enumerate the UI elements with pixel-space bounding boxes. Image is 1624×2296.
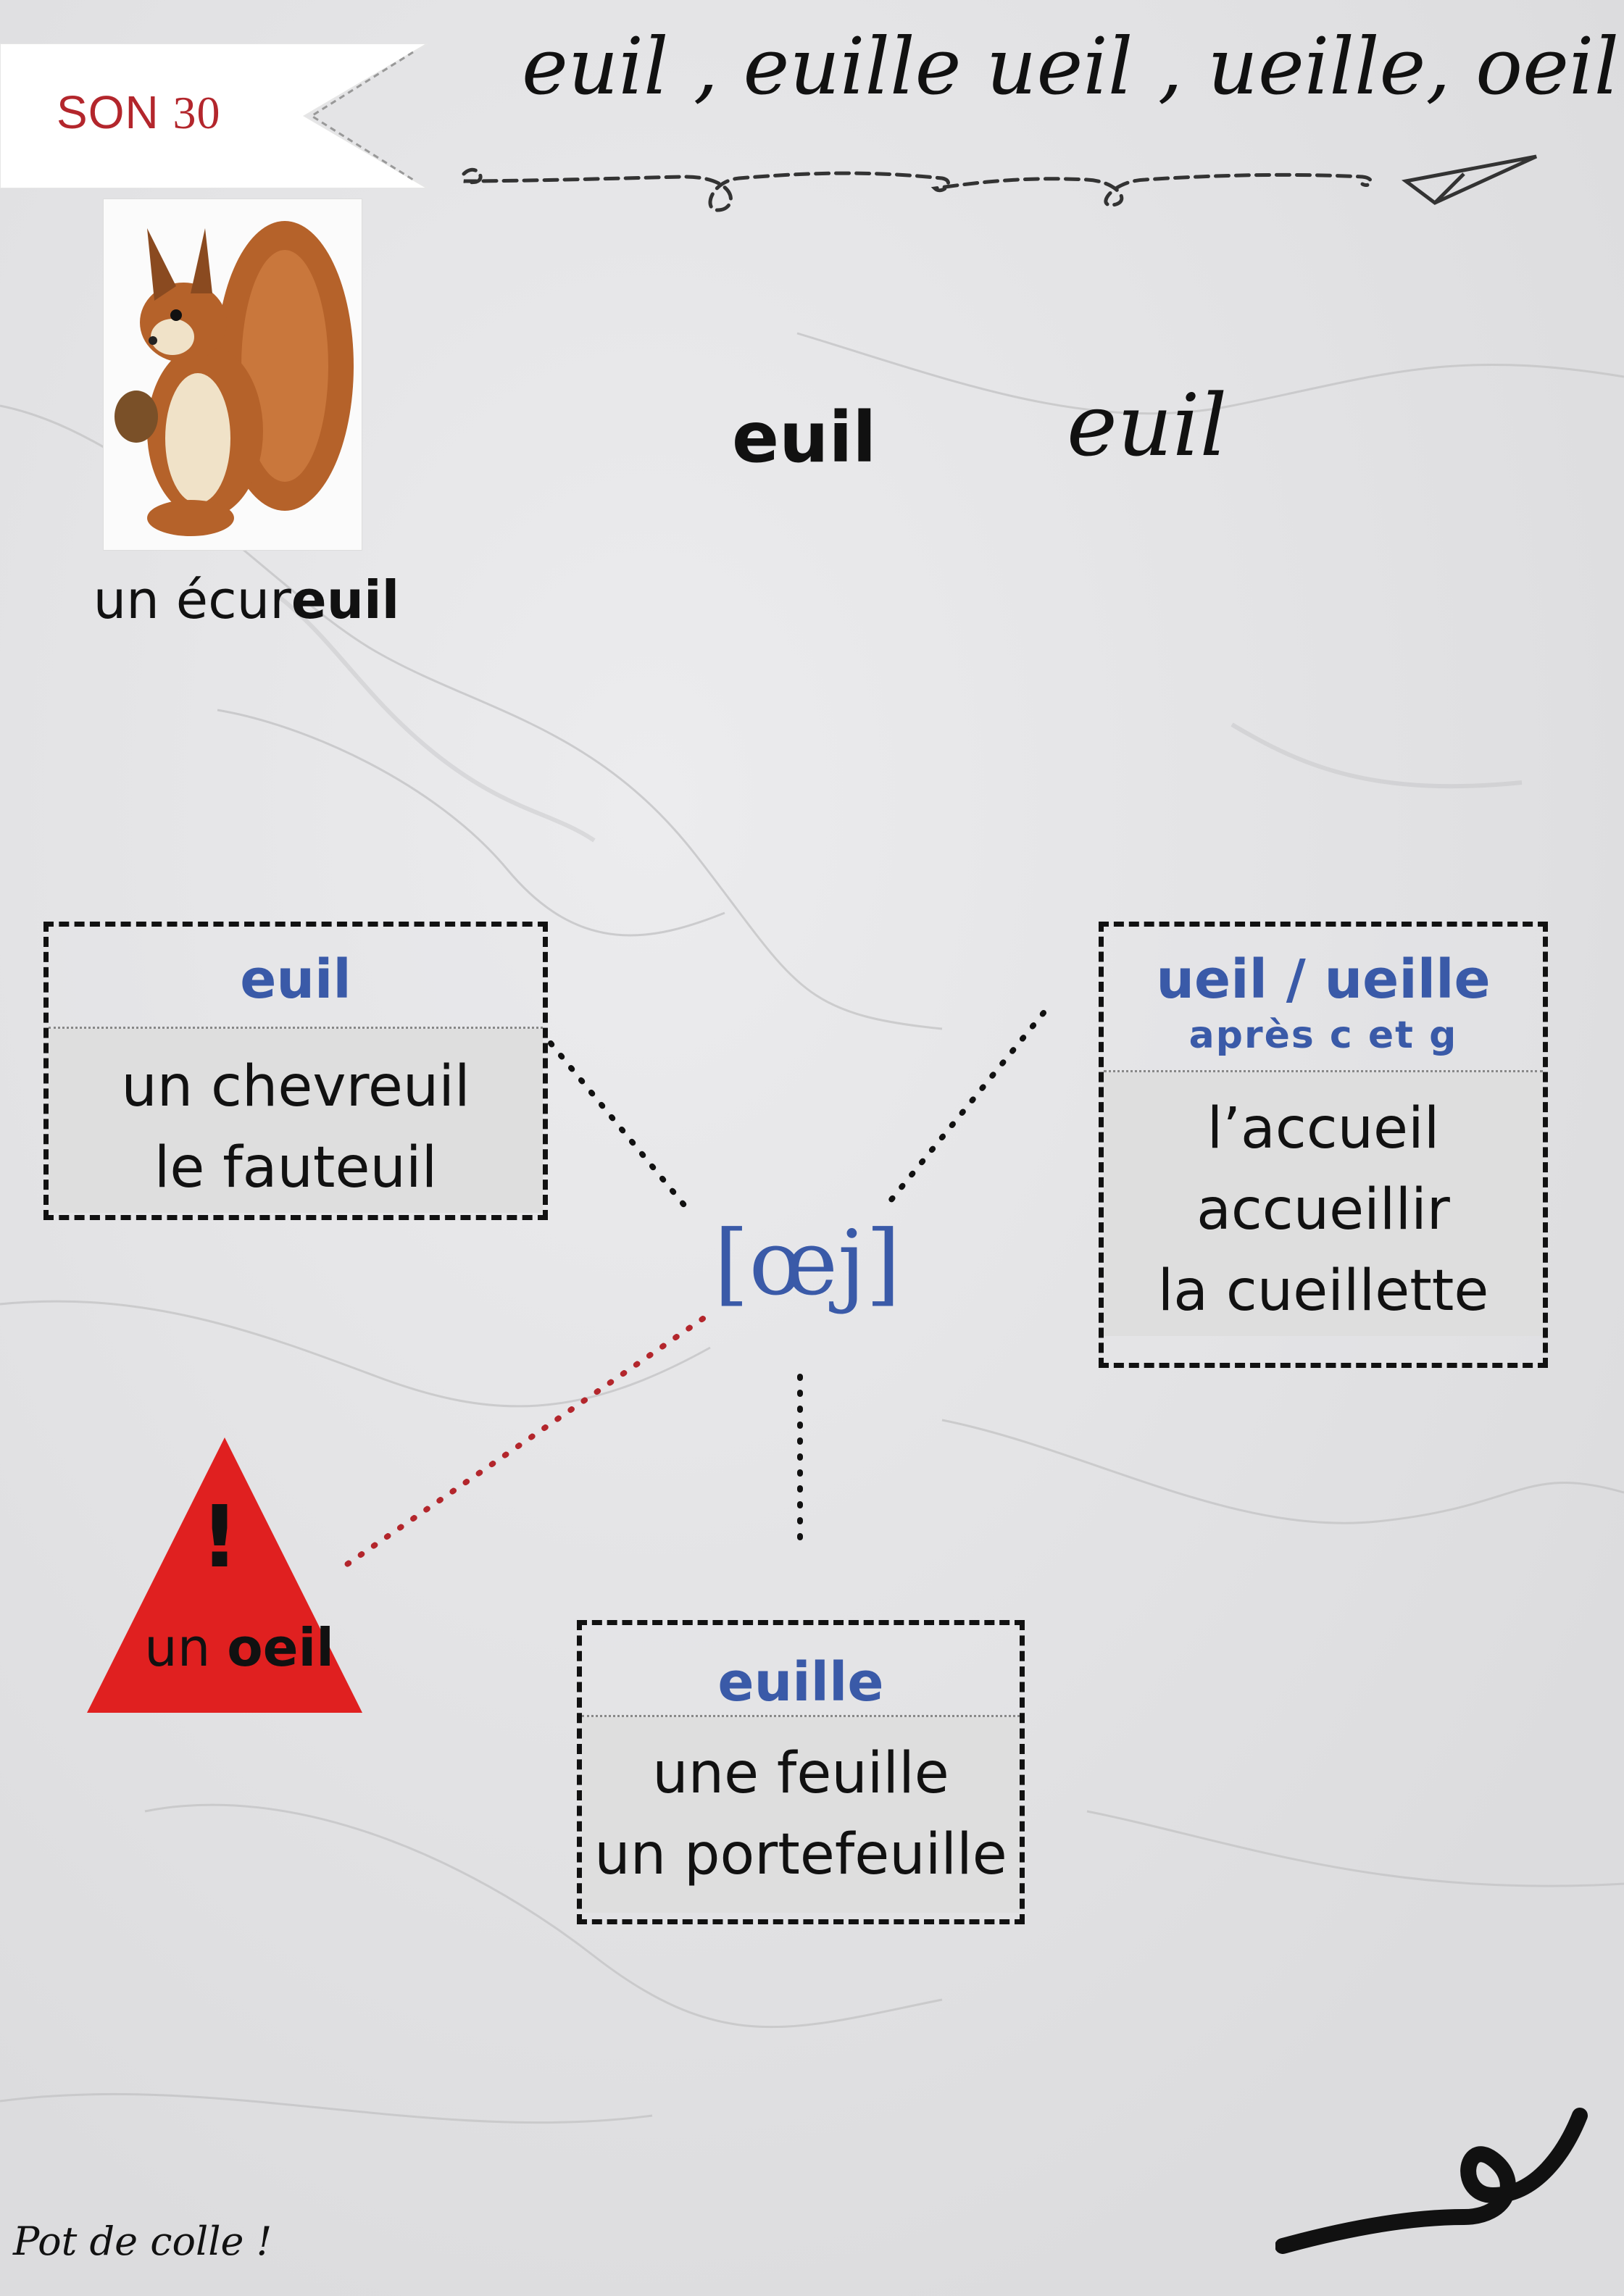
page-title: euil , euille ueil , ueille, oeil (522, 22, 1620, 112)
sound-tag-number: 30 (172, 87, 221, 138)
caption-bold: euil (291, 569, 400, 630)
word-item: l’accueil (1207, 1096, 1440, 1161)
box-ueil-words: l’accueil accueillir la cueillette (1104, 1072, 1543, 1336)
squirrel-icon (114, 221, 354, 536)
box-euille-divider (582, 1715, 1020, 1717)
box-euille-words: une feuille un portefeuille (582, 1717, 1020, 1913)
connector-warning (335, 1316, 706, 1574)
sound-tag-label: SON (57, 86, 159, 138)
decorative-flourish (462, 154, 1538, 212)
box-ueil-note: après c et g (1188, 1014, 1458, 1057)
spelling-box-ueil: ueil / ueille après c et g l’accueil acc… (1099, 922, 1548, 1368)
exclamation-mark: ! (200, 1487, 239, 1587)
word-item: accueillir (1196, 1177, 1450, 1243)
box-ueil-divider (1104, 1070, 1543, 1072)
connector-ueil (881, 1010, 1046, 1211)
box-euil-words: un chevreuil le fauteuil (49, 1029, 543, 1213)
sound-tag: SON 30 (57, 85, 220, 140)
grapheme-print: euil (732, 397, 877, 478)
decorative-swirl (1275, 2108, 1588, 2254)
connector-euil (548, 1040, 690, 1211)
word-item: un portefeuille (594, 1822, 1007, 1887)
box-euille-heading: euille (717, 1651, 884, 1713)
word-item: la cueillette (1157, 1258, 1489, 1324)
warning-text-bold: oeil (227, 1617, 334, 1678)
box-ueil-heading: ueil / ueille (1156, 948, 1491, 1011)
box-euil-heading: euil (240, 948, 351, 1011)
box-euil-divider (49, 1027, 543, 1029)
word-item: le fauteuil (154, 1135, 438, 1201)
picture-caption: un écureuil (43, 569, 449, 630)
word-item: un chevreuil (121, 1054, 470, 1119)
word-item: une feuille (652, 1741, 949, 1806)
warning-text-prefix: un (144, 1617, 228, 1678)
caption-prefix: un écur (93, 569, 291, 630)
warning-text: un oeil (123, 1617, 355, 1678)
header-ribbon (0, 43, 429, 188)
squirrel-picture (103, 199, 362, 551)
spelling-box-euille: euille une feuille un portefeuille (577, 1620, 1025, 1924)
warning-triangle-icon (87, 1437, 362, 1713)
footer-brand: Pot de colle ! (13, 2218, 272, 2264)
phoneme-label: [œj] (714, 1211, 901, 1316)
spelling-box-euil: euil un chevreuil le fauteuil (43, 922, 548, 1220)
grapheme-cursive: euil (1067, 375, 1228, 475)
